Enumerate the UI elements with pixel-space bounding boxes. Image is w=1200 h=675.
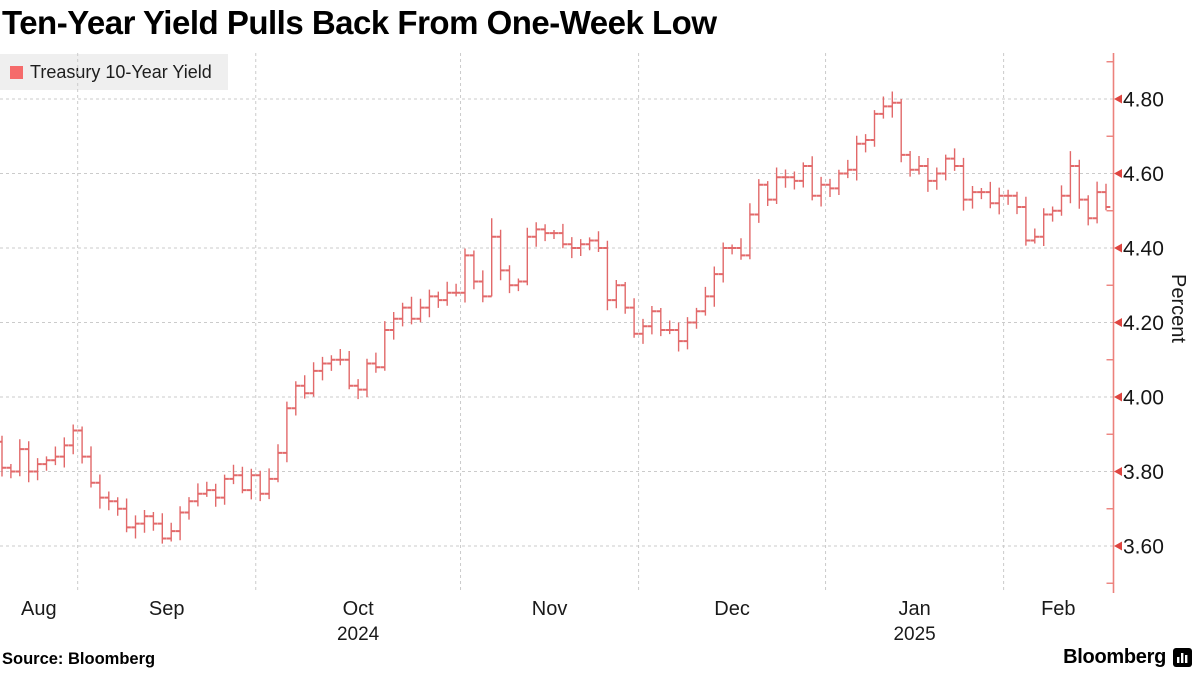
series-treasury-10yr-bars	[0, 91, 1111, 544]
x-month-label: Sep	[149, 598, 185, 620]
y-tick-label: 3.80	[1123, 461, 1164, 484]
x-month-label: Oct	[343, 598, 375, 620]
y-tick-label: 4.40	[1123, 238, 1164, 261]
x-month-label: Dec	[714, 598, 750, 620]
y-axis: 3.60 3.80 4.00 4.20 4.40 4.60 4.80	[1106, 53, 1164, 593]
source-note: Source: Bloomberg	[2, 650, 156, 668]
x-year-label: 2024	[337, 624, 380, 645]
y-tick-label: 4.60	[1123, 163, 1164, 186]
legend: Treasury 10-Year Yield	[0, 54, 228, 90]
x-month-label: Nov	[532, 598, 568, 620]
x-axis-labels: Aug Sep Oct Nov Dec Jan Feb 2024 2025	[21, 598, 1075, 645]
y-tick-label: 3.60	[1123, 536, 1164, 559]
bloomberg-wordmark: Bloomberg	[1063, 646, 1166, 668]
legend-series-label: Treasury 10-Year Yield	[30, 61, 212, 82]
legend-swatch-icon	[10, 65, 23, 79]
bloomberg-terminal-icon	[1173, 648, 1192, 667]
gridlines	[0, 53, 1113, 592]
chart-title: Ten-Year Yield Pulls Back From One-Week …	[2, 4, 717, 41]
x-month-label: Feb	[1041, 598, 1075, 620]
x-month-label: Aug	[21, 598, 57, 620]
x-year-label: 2025	[893, 624, 935, 645]
y-tick-label: 4.00	[1123, 387, 1164, 410]
bloomberg-logo: Bloomberg	[1063, 646, 1192, 669]
x-month-label: Jan	[898, 598, 930, 620]
y-tick-label: 4.20	[1123, 312, 1164, 335]
y-axis-unit-label: Percent	[1167, 274, 1189, 343]
y-tick-label: 4.80	[1123, 89, 1164, 112]
